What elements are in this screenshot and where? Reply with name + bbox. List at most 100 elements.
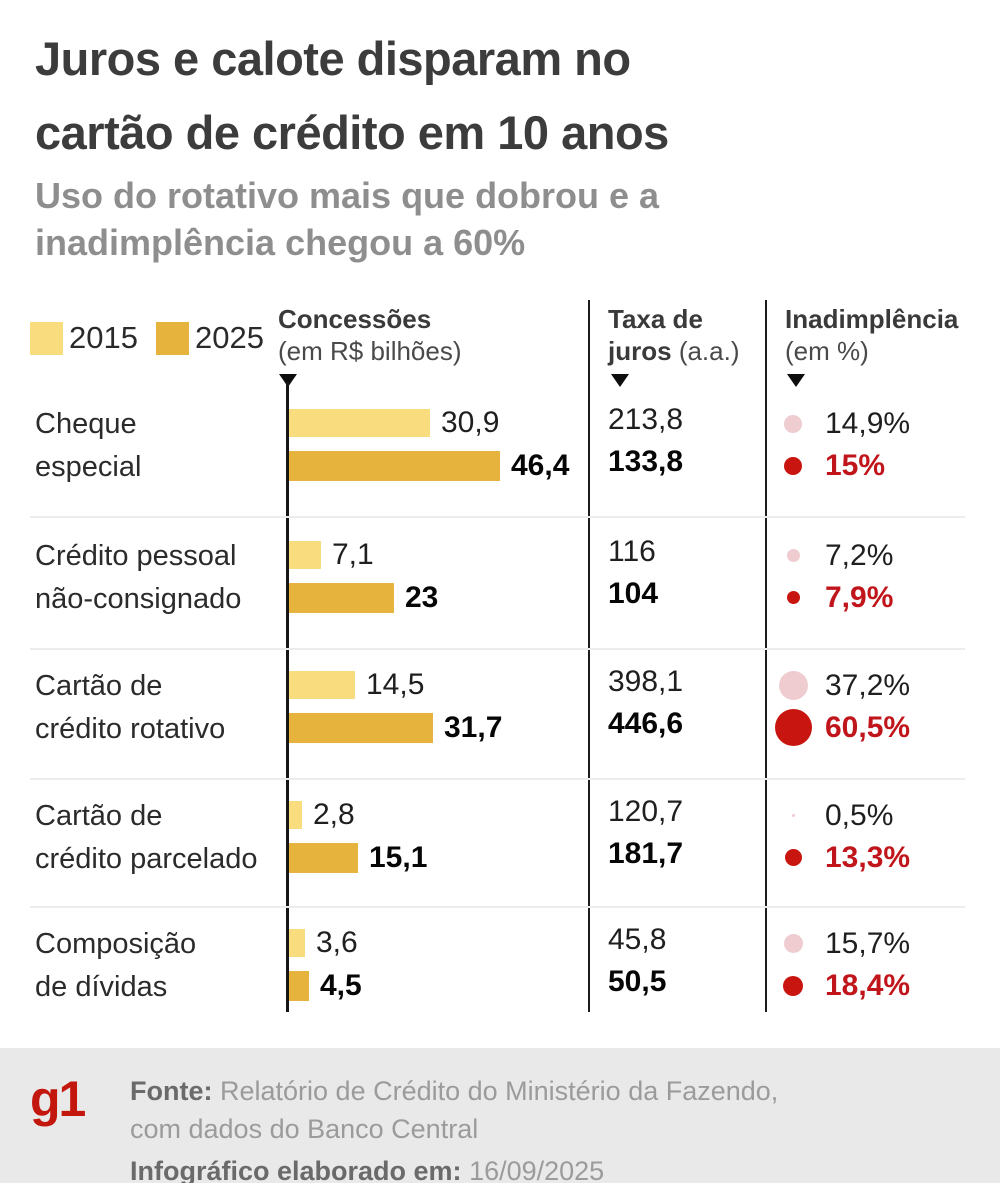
row-label-line1: Cartão de [35,670,163,702]
bar-2025: 15,1 [289,841,428,874]
legend-label-2025: 2025 [194,320,264,355]
row-label: Cartão de crédito parcelado [35,795,257,881]
bar-2015: 2,8 [289,798,355,831]
bar-2025-value: 46,4 [511,449,570,482]
bar-2015-value: 30,9 [441,406,500,439]
footer: g1 Fonte: Relatório de Crédito do Minist… [0,1048,1000,1183]
default-value-2015: 15,7% [825,926,911,960]
bar-2015-value: 7,1 [332,538,374,571]
default-value-2015: 37,2% [825,668,911,702]
bar-2025: 4,5 [289,969,362,1002]
bar-2015-fill [289,541,321,569]
bar-2025: 46,4 [289,449,570,482]
bar-2015: 14,5 [289,668,424,701]
bar-2025-fill [289,583,394,613]
triangle-down-icon [787,374,805,387]
made-value: 16/09/2025 [469,1156,605,1183]
bar-2025-value: 31,7 [444,711,503,744]
default-2015: 15,7% [763,925,993,962]
column-divider [765,300,767,1012]
interest-rate-2025: 446,6 [608,707,684,740]
interest-rate-2015: 398,1 [608,665,684,698]
bar-2015-value: 3,6 [316,926,358,959]
made-date-note: Infográfico elaborado em: 16/09/2025 [130,1156,604,1183]
row-separator [30,906,965,908]
triangle-down-icon [611,374,629,387]
table-row-composicao-dividas: Composição de dívidas 3,6 4,5 45,8 50,5 15,7% 1… [0,915,1000,1037]
row-separator [30,778,965,780]
bar-2015: 7,1 [289,538,374,571]
legend-label-2015: 2015 [69,320,138,355]
table-row-credito-pessoal: Crédito pessoal não-consignado 7,1 23 116 104… [0,527,1000,649]
default-value-2015: 7,2% [825,538,894,572]
row-separator [30,648,965,650]
column-header-concessoes-sub: (em R$ bilhões) [278,336,462,366]
legend: 2015 2025 [30,320,264,356]
default-dot-2025 [783,975,803,996]
bar-2025-value: 15,1 [369,841,428,874]
row-separator [30,516,965,518]
g1-logo: g1 [30,1071,86,1127]
legend-swatch-2025 [155,321,189,355]
row-label: Cartão de crédito rotativo [35,665,225,751]
default-2015: 7,2% [763,537,993,574]
default-2015: 14,9% [763,405,993,442]
row-label-line2: crédito parcelado [35,843,258,875]
default-dot-2025 [784,456,802,475]
interest-rate-2025: 181,7 [608,837,684,870]
default-dot-2015 [791,814,795,817]
default-dot-2015 [786,549,800,562]
default-value-2025: 13,3% [825,840,911,874]
column-header-taxa-reg: (a.a.) [678,336,740,366]
default-2015: 37,2% [763,667,993,704]
default-2025: 60,5% [763,709,993,746]
column-header-inadimplencia: Inadimplência (em %) [785,303,958,367]
default-dot-2015 [778,671,808,700]
row-label-line1: Composição [35,928,197,960]
row-label-line2: crédito rotativo [35,713,226,745]
subtitle-line-1: Uso do rotativo mais que dobrou e a [35,175,660,216]
subtitle-line-2: inadimplência chegou a 60% [35,222,526,263]
bar-2015-fill [289,409,430,437]
row-label: Composição de dívidas [35,923,196,1009]
column-header-inadimplencia-bold: Inadimplência [785,304,959,334]
legend-swatch-2015 [30,321,63,355]
bar-2015-value: 2,8 [313,798,355,831]
interest-rate-2025: 50,5 [608,965,667,998]
default-2025: 18,4% [763,967,993,1004]
row-label-line2: não-consignado [35,583,242,615]
table-row-cartao-parcelado: Cartão de crédito parcelado 2,8 15,1 120,7 18… [0,787,1000,909]
default-value-2025: 60,5% [825,710,911,744]
default-2015: 0,5% [763,797,993,834]
source-text-line1: Relatório de Crédito do Ministério da Fa… [220,1076,779,1106]
column-header-taxa-bold1: Taxa de [608,304,703,334]
bar-2015: 3,6 [289,926,358,959]
row-label: Crédito pessoal não-consignado [35,535,241,621]
table-row-cartao-rotativo: Cartão de crédito rotativo 14,5 31,7 398,1 44… [0,657,1000,779]
default-value-2015: 14,9% [825,406,911,440]
column-header-taxa-juros: Taxa de juros (a.a.) [608,303,740,367]
interest-rate-2025: 133,8 [608,445,684,478]
column-divider [588,300,590,1012]
table-row-cheque-especial: Cheque especial 30,9 46,4 213,8 133,8 14,9% 15% [0,395,1000,517]
column-header-concessoes-bold: Concessões [278,304,432,334]
row-label-line1: Cartão de [35,800,163,832]
default-dot-2015 [783,934,803,953]
bar-2025-value: 23 [405,581,439,614]
bar-2025: 23 [289,581,439,614]
made-label: Infográfico elaborado em: [130,1156,462,1183]
title-line-1: Juros e calote disparam no [35,32,631,85]
row-label-line2: especial [35,451,142,483]
source-note: Fonte: Relatório de Crédito do Ministéri… [130,1072,778,1148]
default-dot-2025 [784,849,802,866]
bar-2015: 30,9 [289,406,500,439]
default-dot-2025 [786,591,800,604]
row-label: Cheque especial [35,403,141,489]
row-label-line1: Cheque [35,408,137,440]
interest-rate-2015: 213,8 [608,403,684,436]
default-2025: 15% [763,447,993,484]
default-value-2025: 18,4% [825,968,911,1002]
interest-rate-2015: 45,8 [608,923,667,956]
bar-2025-fill [289,451,500,481]
